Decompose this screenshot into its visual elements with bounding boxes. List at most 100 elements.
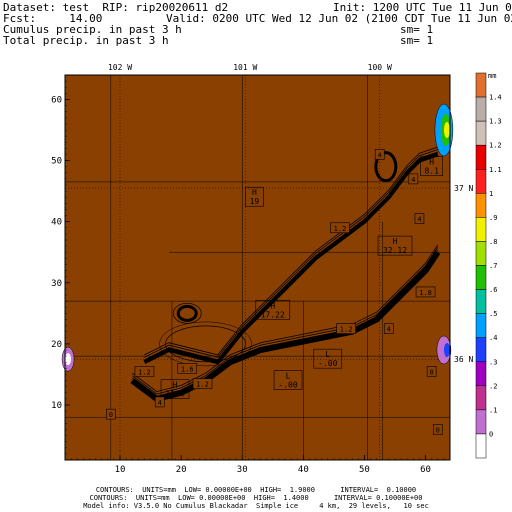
precip-patch [443, 122, 450, 138]
y-tick-label: 50 [51, 157, 62, 167]
contour-label-box [374, 149, 385, 160]
contour-label: 4 [411, 176, 415, 184]
contour-band [131, 247, 439, 395]
contour-label-box [177, 363, 198, 374]
high-label: H [270, 301, 275, 310]
extremum-box [377, 235, 413, 256]
colorbar-swatch [475, 169, 487, 194]
header-line2-right: Valid: 0200 UTC Wed 12 Jun 02 (2100 CDT … [166, 12, 512, 25]
colorbar-swatch [475, 289, 487, 314]
latitude-label: 36 N [454, 355, 473, 364]
header-line2-left: Fcst: 14.00 [3, 12, 103, 25]
contour-label: 4 [387, 326, 391, 334]
colorbar-level: .8 [489, 238, 497, 246]
colorbar: mm 1.4 1.3 1.2 1.1 1 .9 .8 .7 .6 .5 .4 .3 .2 .1 0 [475, 72, 502, 459]
longitude-label: 102 W [108, 63, 132, 72]
colorbar-swatch [475, 337, 487, 362]
contour-band [143, 152, 439, 365]
colorbar-level: .2 [489, 382, 497, 390]
map-labels: H17.22H32.12H11.4H19H8.1L-.00L-.004441.2… [106, 149, 443, 435]
header-line1-right: Init: 1200 UTC Tue 11 Jun 02 [333, 1, 512, 14]
header-line3-right: sm= 1 [400, 23, 434, 36]
contour-loop [165, 325, 246, 363]
county-boundaries [65, 75, 450, 460]
x-tick-label: 50 [359, 465, 370, 475]
contour-label: 1.6 [181, 365, 194, 373]
colorbar-level: 1.2 [489, 142, 502, 150]
contour-label-box [426, 366, 437, 377]
header-line4-left: Total precip. in past 3 h [3, 34, 169, 47]
contour-loop [159, 321, 252, 367]
y-tick-label: 30 [51, 279, 62, 289]
longitude-label: 101 W [233, 63, 257, 72]
extremum-value: 8.1 [424, 167, 439, 176]
colorbar-level: .5 [489, 310, 497, 318]
contour-label-box [336, 323, 356, 334]
colorbar-level: 1.3 [489, 118, 502, 126]
contour-band [130, 250, 441, 403]
high-label: H [393, 237, 398, 246]
contour-label-box [408, 173, 419, 185]
header-line4-right: sm= 1 [400, 34, 434, 47]
extremum-box [160, 379, 190, 400]
contour-label: 1.8 [419, 289, 432, 297]
footer-line2: CONTOURS: UNITS=mm LOW= 0.00000E+00 HIGH… [89, 494, 423, 502]
colorbar-unit: mm [488, 72, 496, 80]
contour-label-box [134, 366, 155, 377]
colorbar-swatch [475, 120, 487, 146]
colorbar-level: .4 [489, 334, 497, 342]
colorbar-swatch [475, 409, 487, 435]
contour-label: 4 [158, 399, 162, 407]
contour-label: 0 [430, 368, 434, 376]
header-line1-left: Dataset: test RIP: rip20020611 d2 [3, 1, 229, 14]
colorbar-swatch [475, 433, 487, 459]
contour-band [144, 149, 438, 358]
extremum-value: -.00 [278, 381, 297, 390]
colorbar-level: .7 [489, 262, 497, 270]
high-label: H [173, 381, 178, 390]
colorbar-level: .3 [489, 358, 497, 366]
colorbar-level: 1.4 [489, 94, 502, 102]
colorbar-level: 1.1 [489, 166, 502, 174]
x-tick-label: 60 [420, 465, 431, 475]
low-label: L [286, 372, 291, 381]
precip-patch [436, 335, 452, 365]
colorbar-swatch [475, 241, 487, 266]
colorbar-level: .6 [489, 286, 497, 294]
precip-patch [443, 343, 450, 357]
contour-loop [172, 302, 202, 324]
contour-label: 1.2 [334, 225, 347, 233]
contour-loop [374, 151, 398, 183]
x-tick-label: 30 [237, 465, 248, 475]
colorbar-swatch [475, 313, 487, 338]
contour-label-box [415, 286, 436, 298]
colorbar-swatch [475, 193, 487, 218]
contour-label-box [384, 323, 394, 334]
contour-label-box [192, 378, 213, 389]
contour-band [131, 244, 439, 393]
x-tick-label: 40 [298, 465, 309, 475]
extremum-box [313, 348, 343, 369]
x-tick-label: 20 [176, 465, 187, 475]
map-frame [64, 74, 451, 461]
contour-label-box [414, 213, 425, 224]
contour-label: 1.2 [138, 368, 151, 376]
contour-label: 4 [417, 216, 421, 224]
colorbar-swatch [475, 385, 487, 411]
contour-loop [176, 304, 198, 322]
y-tick-label: 60 [51, 95, 62, 105]
contour-label-box [106, 408, 116, 420]
extremum-box [255, 299, 291, 320]
extremum-box [245, 186, 264, 207]
high-label: H [429, 158, 434, 167]
colorbar-swatch [475, 361, 487, 387]
extremum-value: 17.22 [261, 310, 285, 319]
contour-label: 1.2 [196, 381, 209, 389]
extremum-box [420, 156, 443, 176]
extremum-value: 19 [250, 197, 260, 206]
colorbar-swatch [475, 217, 487, 242]
contour-band [131, 249, 439, 397]
footer-line3: Model info: V3.5.0 No Cumulus Blackadar … [83, 502, 429, 510]
contour-label: 4 [378, 151, 382, 159]
